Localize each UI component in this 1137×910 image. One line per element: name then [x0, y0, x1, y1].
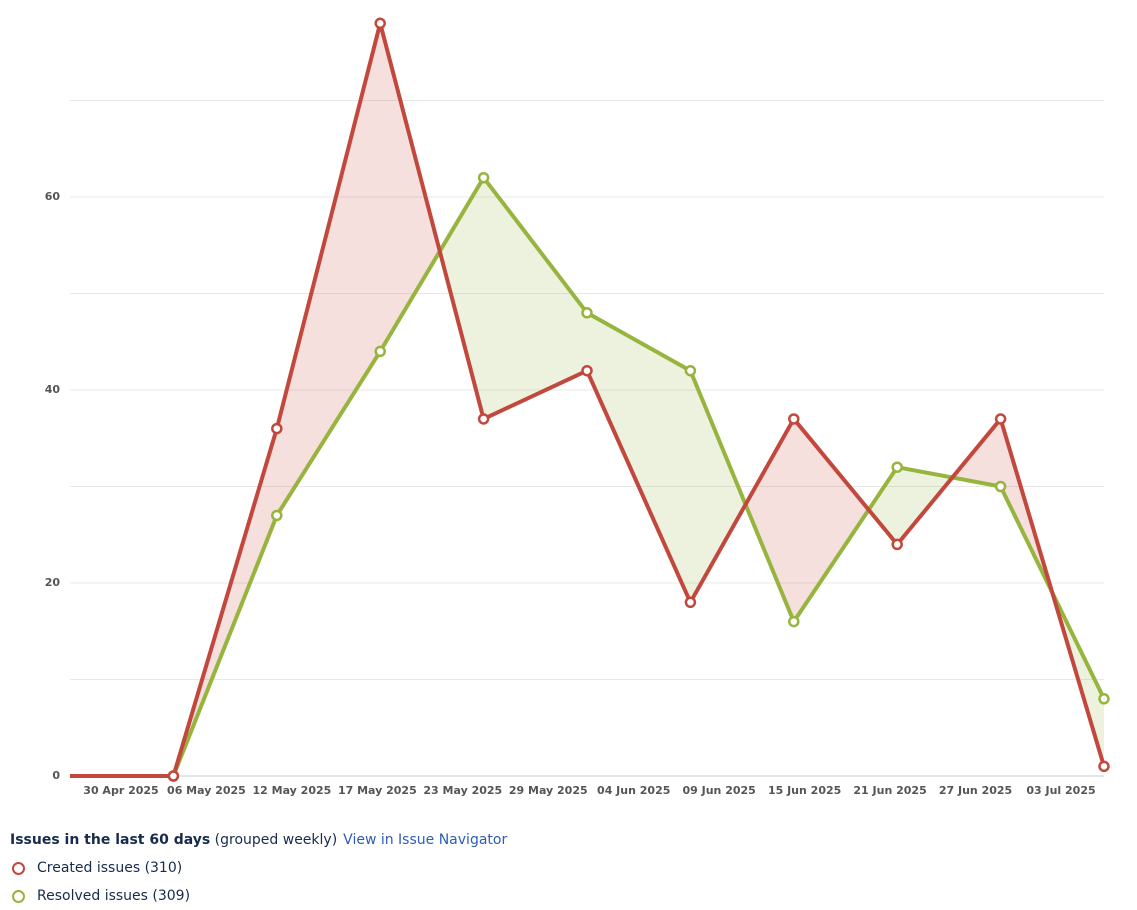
x-tick-label: 03 Jul 2025 [1026, 784, 1095, 797]
chart: 0 20 40 60 30 Apr 2025 06 May 2025 12 May 2025… [45, 17, 1110, 797]
x-tick-label: 21 Jun 2025 [853, 784, 926, 797]
x-tick-label: 29 May 2025 [509, 784, 588, 797]
data-point [374, 345, 386, 358]
x-tick-label: 30 Apr 2025 [83, 784, 158, 797]
data-point [477, 413, 490, 425]
legend-marker [12, 861, 25, 875]
x-tick-label: 17 May 2025 [338, 784, 417, 797]
legend-label: Resolved issues (309) [37, 888, 191, 904]
data-point [684, 364, 697, 377]
legend: Created issues (310) Resolved issues (309… [10, 854, 507, 910]
series-line [70, 21, 1106, 778]
data-point [581, 364, 593, 377]
x-tick-label: 23 May 2025 [423, 784, 502, 797]
legend-item: Created issues (310) [10, 854, 507, 882]
data-point [271, 422, 283, 435]
chart-subtitle: (grouped weekly) [214, 832, 338, 848]
chart-title: Issues in the last 60 days [10, 832, 211, 848]
data-point [581, 307, 593, 319]
data-point [374, 17, 386, 30]
data-point [994, 413, 1007, 425]
issue-navigator-link[interactable]: View in Issue Navigator [343, 832, 508, 848]
footer: Issues in the last 60 days (grouped week… [10, 826, 507, 910]
legend-marker [12, 889, 25, 903]
x-tick-label: 15 Jun 2025 [768, 784, 841, 797]
data-point [477, 171, 490, 184]
data-point [891, 461, 903, 473]
data-point [788, 413, 800, 425]
y-tick-label: 20 [45, 576, 61, 589]
data-point [167, 770, 180, 782]
data-point [1098, 693, 1110, 705]
legend-label: Created issues (310) [37, 860, 183, 876]
data-point [1098, 760, 1110, 773]
difference-area [70, 23, 1104, 776]
x-tick-label: 12 May 2025 [253, 784, 332, 797]
x-tick-label: 27 Jun 2025 [939, 784, 1012, 797]
x-tick-label: 04 Jun 2025 [597, 784, 670, 797]
data-point [891, 538, 903, 551]
data-point [271, 509, 283, 522]
y-tick-label: 0 [52, 769, 60, 782]
data-point [788, 615, 800, 628]
legend-item: Resolved issues (309) [10, 882, 507, 910]
y-tick-label: 40 [45, 383, 61, 396]
data-point [684, 596, 697, 609]
x-tick-label: 06 May 2025 [167, 784, 246, 797]
chart-caption: Issues in the last 60 days (grouped week… [10, 826, 507, 854]
x-tick-label: 09 Jun 2025 [683, 784, 756, 797]
series-line [70, 175, 1106, 778]
difference-area [70, 23, 1104, 776]
y-tick-label: 60 [45, 190, 61, 203]
data-point [994, 480, 1007, 493]
